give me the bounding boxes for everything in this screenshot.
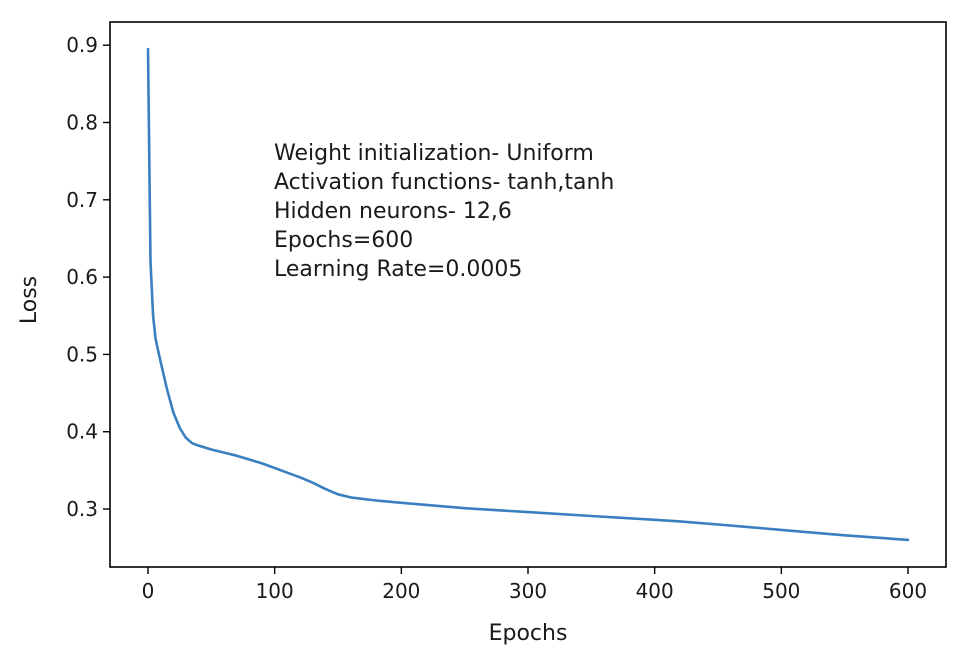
x-tick-label: 200 — [382, 579, 420, 603]
y-axis: 0.3 0.4 0.5 0.6 0.7 0.8 0.9 — [66, 33, 110, 521]
annotation-line: Activation functions- tanh,tanh — [274, 170, 614, 195]
y-tick-label: 0.3 — [66, 497, 98, 521]
y-axis-label: Loss — [17, 276, 42, 324]
annotation-line: Hidden neurons- 12,6 — [274, 199, 512, 224]
x-tick-label: 100 — [256, 579, 294, 603]
y-tick-label: 0.8 — [66, 110, 98, 134]
x-tick-label: 0 — [142, 579, 155, 603]
annotation-line: Weight initialization- Uniform — [274, 141, 594, 166]
x-tick-label: 300 — [509, 579, 547, 603]
y-tick-label: 0.4 — [66, 420, 98, 444]
series-layer — [146, 47, 910, 542]
x-axis-label: Epochs — [489, 621, 568, 646]
y-tick-label: 0.5 — [66, 342, 98, 366]
y-tick-label: 0.7 — [66, 188, 98, 212]
y-tick-label: 0.9 — [66, 33, 98, 57]
x-tick-label: 600 — [889, 579, 927, 603]
annotation-line: Learning Rate=0.0005 — [274, 257, 522, 282]
loss-series-line — [146, 47, 910, 542]
x-axis: 0 100 200 300 400 500 600 — [142, 567, 927, 603]
y-tick-label: 0.6 — [66, 265, 98, 289]
annotation-block: Weight initialization- Uniform Activation… — [274, 141, 614, 282]
annotation-line: Epochs=600 — [274, 228, 413, 253]
x-tick-label: 400 — [636, 579, 674, 603]
x-tick-label: 500 — [762, 579, 800, 603]
plot-frame — [109, 21, 947, 568]
